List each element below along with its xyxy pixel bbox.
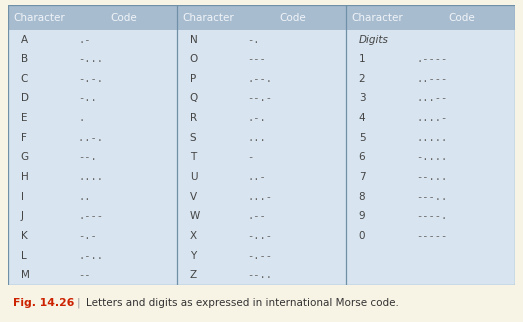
Text: 9: 9 [359, 211, 366, 221]
Text: W: W [190, 211, 200, 221]
Text: Fig. 14.26: Fig. 14.26 [13, 298, 74, 308]
Text: M: M [20, 270, 29, 280]
Text: --.-: --.- [247, 93, 272, 103]
Text: .: . [78, 113, 84, 123]
Text: A: A [20, 34, 28, 45]
Text: D: D [20, 93, 29, 103]
Text: ----.: ----. [416, 211, 448, 221]
Text: Code: Code [449, 13, 475, 23]
Text: ....: .... [78, 172, 103, 182]
Text: -...: -... [78, 54, 103, 64]
Text: 4: 4 [359, 113, 366, 123]
Text: .--.: .--. [247, 74, 272, 84]
Text: ..---: ..--- [416, 74, 448, 84]
Text: ..: .. [78, 192, 90, 202]
Text: --.: --. [78, 152, 97, 162]
Text: Character: Character [13, 13, 65, 23]
Text: 7: 7 [359, 172, 366, 182]
Text: 2: 2 [359, 74, 366, 84]
Text: ...-: ...- [247, 192, 272, 202]
Text: ..-.: ..-. [78, 133, 109, 143]
Text: --..: --.. [247, 270, 272, 280]
Text: -.-.: -.-. [78, 74, 103, 84]
Text: 0: 0 [359, 231, 365, 241]
Text: Y: Y [190, 251, 196, 260]
Text: -.: -. [247, 34, 259, 45]
Text: F: F [20, 133, 26, 143]
Text: Letters and digits as expressed in international Morse code.: Letters and digits as expressed in inter… [86, 298, 400, 308]
Text: L: L [20, 251, 26, 260]
Text: Code: Code [279, 13, 306, 23]
Text: U: U [190, 172, 197, 182]
Text: Code: Code [110, 13, 137, 23]
Text: Character: Character [351, 13, 403, 23]
Text: J: J [20, 211, 24, 221]
Text: K: K [20, 231, 27, 241]
Text: .....: ..... [416, 133, 448, 143]
Text: .-.: .-. [247, 113, 266, 123]
Text: .---: .--- [78, 211, 103, 221]
Text: ...--: ...-- [416, 93, 448, 103]
Text: ...: ... [247, 133, 266, 143]
Text: B: B [20, 54, 28, 64]
Text: P: P [190, 74, 196, 84]
Text: -.-: -.- [78, 231, 97, 241]
Text: ---..: ---.. [416, 192, 448, 202]
Text: .-..: .-.. [78, 251, 103, 260]
Text: N: N [190, 34, 197, 45]
Text: .-: .- [78, 34, 90, 45]
Bar [8, 5, 515, 30]
Text: E: E [20, 113, 27, 123]
Text: Digits: Digits [359, 34, 389, 45]
Text: I: I [20, 192, 24, 202]
Text: S: S [190, 133, 196, 143]
Text: Z: Z [190, 270, 197, 280]
Text: Character: Character [183, 13, 234, 23]
Text: -..: -.. [78, 93, 97, 103]
Text: 3: 3 [359, 93, 366, 103]
Text: |: | [76, 297, 80, 308]
Text: H: H [20, 172, 28, 182]
Text: 6: 6 [359, 152, 366, 162]
Text: -: - [247, 152, 253, 162]
Text: O: O [190, 54, 198, 64]
Text: ---: --- [247, 54, 266, 64]
Text: 5: 5 [359, 133, 366, 143]
Text: --...: --... [416, 172, 448, 182]
Text: ....-: ....- [416, 113, 448, 123]
Text: -.--: -.-- [247, 251, 272, 260]
Text: G: G [20, 152, 29, 162]
Text: X: X [190, 231, 197, 241]
Text: C: C [20, 74, 28, 84]
Text: 8: 8 [359, 192, 366, 202]
Text: ..-: ..- [247, 172, 266, 182]
Text: .----: .---- [416, 54, 448, 64]
Text: -..-: -..- [247, 231, 272, 241]
Text: T: T [190, 152, 196, 162]
Text: Q: Q [190, 93, 198, 103]
Text: -....: -.... [416, 152, 448, 162]
Text: R: R [190, 113, 197, 123]
Text: V: V [190, 192, 197, 202]
Text: -----: ----- [416, 231, 448, 241]
Text: 1: 1 [359, 54, 366, 64]
Text: --: -- [78, 270, 90, 280]
Text: .--: .-- [247, 211, 266, 221]
